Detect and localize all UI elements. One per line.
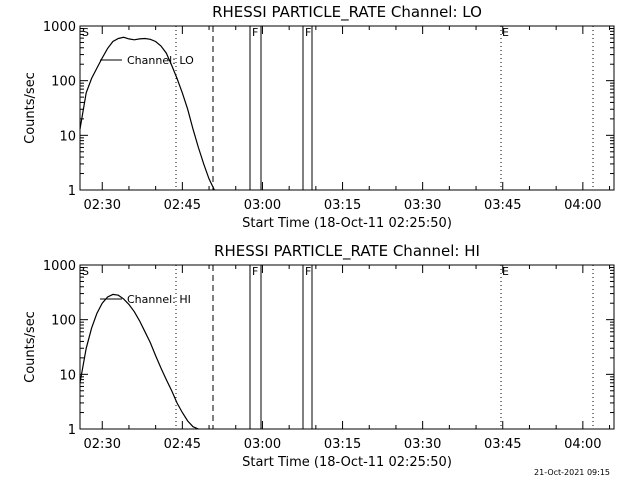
panel-lo-title: RHESSI PARTICLE_RATE Channel: LO	[212, 3, 482, 22]
panel-hi: RHESSI PARTICLE_RATE Channel: HI Counts/…	[23, 242, 615, 470]
panel-lo-x-axis: 02:30 02:45 03:00 03:15 03:30 03:45 04:00	[84, 26, 611, 213]
panel-hi-legend-label: Channel: HI	[127, 293, 191, 306]
x-tick-label: 02:45	[164, 198, 201, 213]
x-tick-label: 03:30	[404, 437, 441, 452]
y-tick-label: 10	[59, 129, 76, 144]
y-tick-label: 1000	[43, 259, 76, 274]
event-marker-letter: F	[252, 265, 258, 278]
panel-lo-legend-label: Channel: LO	[127, 54, 194, 67]
series-line-hi	[79, 293, 199, 430]
series-line-lo	[79, 36, 215, 191]
event-marker-letter: F	[305, 265, 311, 278]
x-tick-label: 03:00	[244, 437, 281, 452]
panel-lo-series	[79, 36, 215, 191]
panel-hi-x-axis: 02:30 02:45 03:00 03:15 03:30 03:45 04:00	[84, 265, 611, 452]
panel-hi-xlabel: Start Time (18-Oct-11 02:25:50)	[242, 455, 452, 470]
x-tick-label: 03:45	[484, 198, 521, 213]
x-tick-label: 03:00	[244, 198, 281, 213]
event-marker-letter: S	[82, 26, 89, 39]
panel-lo: RHESSI PARTICLE_RATE Channel: LO Counts/…	[23, 3, 615, 231]
panel-hi-series	[79, 293, 199, 430]
x-tick-label: 03:15	[324, 198, 361, 213]
panel-lo-plot-frame	[79, 25, 615, 191]
panel-lo-y-axis: 1 10 100 1000	[43, 20, 614, 199]
x-tick-label: 02:30	[84, 198, 121, 213]
x-tick-label: 02:45	[164, 437, 201, 452]
y-tick-label: 10	[59, 368, 76, 383]
panel-lo-ylabel: Counts/sec	[23, 72, 38, 144]
x-tick-label: 04:00	[564, 198, 601, 213]
panel-hi-plot-frame	[79, 264, 615, 430]
x-tick-label: 03:30	[404, 198, 441, 213]
y-tick-label: 1	[68, 423, 76, 438]
event-marker-letter: E	[502, 265, 509, 278]
panel-hi-title: RHESSI PARTICLE_RATE Channel: HI	[214, 242, 480, 261]
y-tick-label: 100	[51, 314, 76, 329]
event-marker-letter: E	[502, 26, 509, 39]
x-tick-label: 03:15	[324, 437, 361, 452]
event-marker-letter: S	[82, 265, 89, 278]
x-tick-label: 02:30	[84, 437, 121, 452]
x-tick-label: 04:00	[564, 437, 601, 452]
generation-timestamp: 21-Oct-2021 09:15	[534, 468, 610, 477]
panel-hi-y-axis: 1 10 100 1000	[43, 259, 614, 438]
panel-lo-xlabel: Start Time (18-Oct-11 02:25:50)	[242, 216, 452, 231]
y-tick-label: 1	[68, 184, 76, 199]
event-marker-letter: F	[305, 26, 311, 39]
y-tick-label: 100	[51, 75, 76, 90]
panel-hi-ylabel: Counts/sec	[23, 311, 38, 383]
y-tick-label: 1000	[43, 20, 76, 35]
event-marker-letter: F	[252, 26, 258, 39]
x-tick-label: 03:45	[484, 437, 521, 452]
